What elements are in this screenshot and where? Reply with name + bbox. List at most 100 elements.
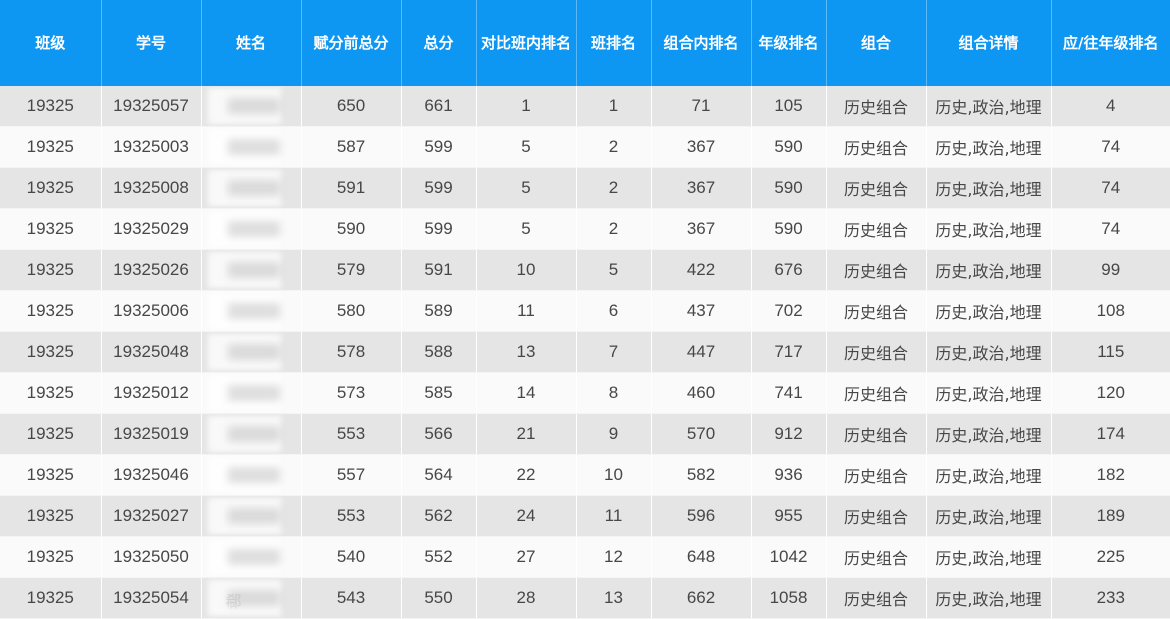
cell-compare-class-rank: 5	[476, 126, 577, 168]
cell-compare-class-rank: 21	[476, 413, 577, 455]
header-student-id[interactable]: 学号	[101, 0, 202, 86]
blur-smudge	[227, 180, 280, 196]
table-row[interactable]: 1932519325054郗54355028136621058历史组合历史,政治…	[0, 577, 1170, 619]
cell-class: 19325	[0, 495, 102, 537]
cell-combo-detail: 历史,政治,地理	[926, 495, 1052, 537]
cell-total: 585	[401, 372, 477, 414]
cell-prev-grade-rank: 74	[1051, 208, 1170, 250]
name-redacted-area: 郗	[202, 578, 301, 618]
cell-pre-score-total: 573	[301, 372, 402, 414]
cell-total: 589	[401, 290, 477, 332]
header-grade-rank[interactable]: 年级排名	[751, 0, 827, 86]
header-combo-detail[interactable]: 组合详情	[926, 0, 1052, 86]
cell-compare-class-rank: 5	[476, 208, 577, 250]
cell-class-rank: 2	[576, 126, 652, 168]
blur-mask	[207, 211, 281, 247]
blur-mask	[207, 457, 281, 493]
header-pre-score-total[interactable]: 赋分前总分	[301, 0, 402, 86]
cell-name	[201, 331, 302, 373]
cell-prev-grade-rank: 74	[1051, 167, 1170, 209]
table-row[interactable]: 19325 19325003 587 599 5 2 367 590 历史组合 历史,政治,地理 7…	[0, 126, 1170, 168]
header-prev-grade-rank[interactable]: 应/往年级排名	[1051, 0, 1170, 86]
cell-name	[201, 167, 302, 209]
blur-smudge	[227, 139, 280, 155]
cell-pre-score-total: 580	[301, 290, 402, 332]
cell-student-id: 19325048	[101, 331, 202, 373]
cell-student-id: 19325012	[101, 372, 202, 414]
header-name[interactable]: 姓名	[201, 0, 302, 86]
cell-combo-rank: 460	[651, 372, 752, 414]
table-row[interactable]: 19325 19325026 579 591 10 5 422 676 历史组合 历史,政治,地理…	[0, 249, 1170, 291]
cell-combo: 历史组合	[826, 331, 927, 373]
table-row[interactable]: 19325 19325029 590 599 5 2 367 590 历史组合 历史,政治,地理 7…	[0, 208, 1170, 250]
cell-name	[201, 86, 302, 127]
cell-class: 19325	[0, 577, 102, 619]
cell-combo: 历史组合	[826, 413, 927, 455]
cell-combo-detail: 历史,政治,地理	[926, 372, 1052, 414]
cell-student-id: 19325008	[101, 167, 202, 209]
cell-combo-rank: 422	[651, 249, 752, 291]
header-combo[interactable]: 组合	[826, 0, 927, 86]
cell-grade-rank: 590	[751, 167, 827, 209]
table-row[interactable]: 19325 19325027 553 562 24 11 596 955 历史组合 历史,政治,地…	[0, 495, 1170, 537]
table-row[interactable]: 19325 19325046 557 564 22 10 582 936 历史组合 历史,政治,地…	[0, 454, 1170, 496]
header-total[interactable]: 总分	[401, 0, 477, 86]
header-class[interactable]: 班级	[0, 0, 102, 86]
name-redacted-area	[202, 537, 301, 577]
blur-smudge	[227, 590, 280, 606]
cell-grade-rank: 590	[751, 126, 827, 168]
cell-class: 19325	[0, 372, 102, 414]
cell-prev-grade-rank: 233	[1051, 577, 1170, 619]
table-row[interactable]: 19325 19325008 591 599 5 2 367 590 历史组合 历史,政治,地理 7…	[0, 167, 1170, 209]
table-row[interactable]: 19325 19325012 573 585 14 8 460 741 历史组合 历史,政治,地理…	[0, 372, 1170, 414]
cell-total: 550	[401, 577, 477, 619]
cell-combo-detail: 历史,政治,地理	[926, 208, 1052, 250]
table-row[interactable]: 19325 19325019 553 566 21 9 570 912 历史组合 历史,政治,地理…	[0, 413, 1170, 455]
table-row[interactable]: 19325 19325006 580 589 11 6 437 702 历史组合 历史,政治,地理…	[0, 290, 1170, 332]
blur-mask	[207, 252, 281, 288]
cell-combo: 历史组合	[826, 208, 927, 250]
table-row[interactable]: 19325 19325050 540 552 27 12 648 1042 历史组合 历史,政治,…	[0, 536, 1170, 578]
blur-mask	[207, 88, 281, 124]
name-redacted-area	[202, 168, 301, 208]
header-compare-class-rank[interactable]: 对比班内排名	[476, 0, 577, 86]
blur-smudge	[227, 344, 280, 360]
cell-combo-detail: 历史,政治,地理	[926, 167, 1052, 209]
blur-smudge	[227, 467, 280, 483]
cell-combo: 历史组合	[826, 372, 927, 414]
cell-combo-detail: 历史,政治,地理	[926, 536, 1052, 578]
cell-combo-detail: 历史,政治,地理	[926, 454, 1052, 496]
cell-combo-detail: 历史,政治,地理	[926, 86, 1052, 127]
name-redacted-area	[202, 209, 301, 249]
table-row[interactable]: 19325 19325057 650 661 1 1 71 105 历史组合 历史,政治,地理 4	[0, 86, 1170, 127]
header-class-rank[interactable]: 班排名	[576, 0, 652, 86]
cell-name	[201, 290, 302, 332]
cell-class-rank: 8	[576, 372, 652, 414]
cell-grade-rank: 1058	[751, 577, 827, 619]
cell-compare-class-rank: 27	[476, 536, 577, 578]
cell-pre-score-total: 579	[301, 249, 402, 291]
header-combo-rank[interactable]: 组合内排名	[651, 0, 752, 86]
blur-smudge	[227, 98, 280, 114]
cell-name: 郗	[201, 577, 302, 619]
cell-class: 19325	[0, 208, 102, 250]
cell-total: 591	[401, 249, 477, 291]
cell-grade-rank: 717	[751, 331, 827, 373]
cell-combo-detail: 历史,政治,地理	[926, 249, 1052, 291]
cell-student-id: 19325029	[101, 208, 202, 250]
name-redacted-area	[202, 414, 301, 454]
cell-pre-score-total: 590	[301, 208, 402, 250]
cell-compare-class-rank: 10	[476, 249, 577, 291]
cell-student-id: 19325054	[101, 577, 202, 619]
cell-combo: 历史组合	[826, 495, 927, 537]
table-row[interactable]: 19325 19325048 578 588 13 7 447 717 历史组合 历史,政治,地理…	[0, 331, 1170, 373]
cell-total: 588	[401, 331, 477, 373]
cell-combo-rank: 596	[651, 495, 752, 537]
name-redacted-area	[202, 86, 301, 126]
blur-mask	[207, 498, 281, 534]
cell-total: 564	[401, 454, 477, 496]
cell-student-id: 19325050	[101, 536, 202, 578]
cell-prev-grade-rank: 225	[1051, 536, 1170, 578]
cell-compare-class-rank: 1	[476, 86, 577, 127]
